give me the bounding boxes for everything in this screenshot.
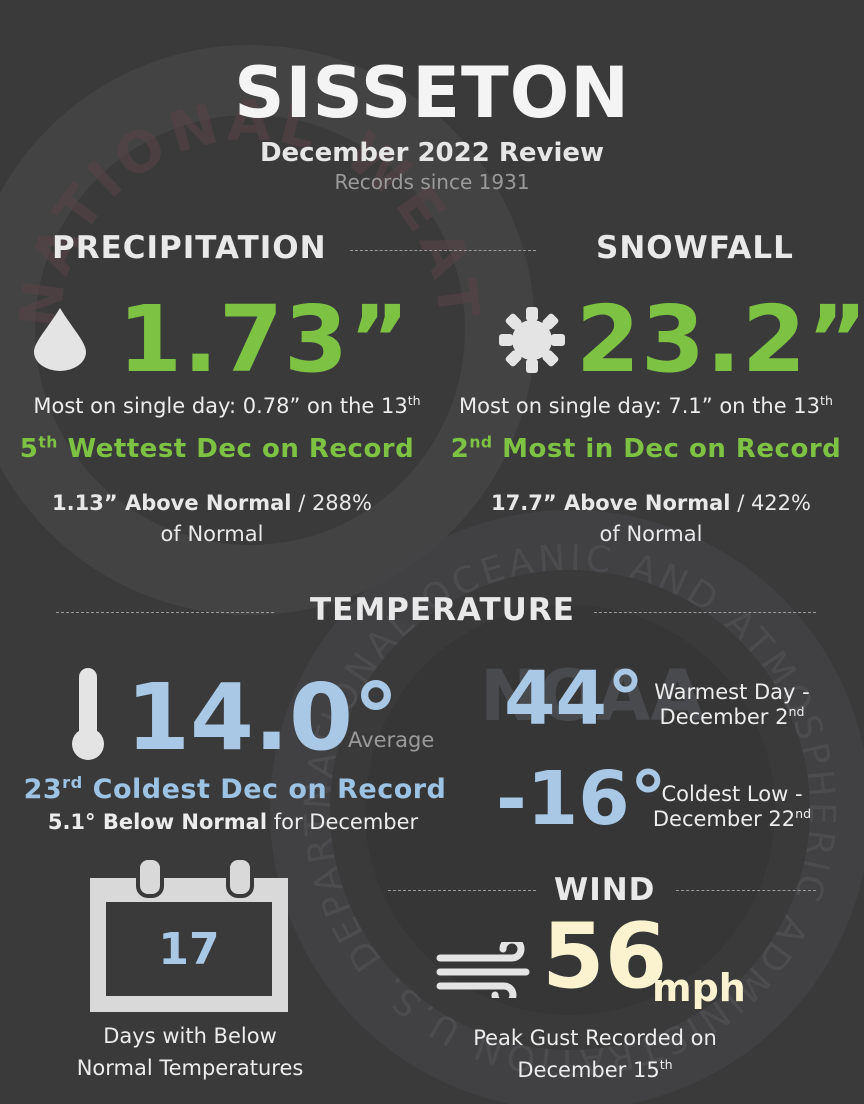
- temperature-below-normal: 5.1° Below Normal for December: [47, 810, 419, 834]
- temperature-heading: TEMPERATURE: [310, 592, 575, 628]
- precipitation-above-normal: 1.13” Above Normal / 288% of Normal: [52, 491, 372, 546]
- snowfall-total: 23.2”: [576, 286, 864, 393]
- average-temperature: 14.0°: [126, 664, 399, 771]
- peak-gust-unit: mph: [652, 966, 746, 1010]
- divider: [676, 890, 816, 891]
- precipitation-rank: 5th Wettest Dec on Record: [19, 433, 415, 464]
- coldest-value: -16°: [496, 756, 667, 842]
- snowfall-single-day: Most on single day: 7.1” on the 13th: [459, 393, 833, 418]
- warmest-value: 44°: [504, 656, 644, 742]
- city-title: SISSETON: [234, 52, 630, 134]
- subtitle: December 2022 Review: [259, 138, 605, 168]
- divider: [594, 612, 816, 613]
- average-label: Average: [348, 728, 435, 752]
- records-since: Records since 1931: [334, 170, 530, 194]
- below-normal-days-label: Days with Below Normal Temperatures: [76, 1024, 304, 1080]
- divider: [350, 250, 536, 251]
- divider: [56, 612, 274, 613]
- wind-heading: WIND: [554, 872, 656, 908]
- below-normal-days-count: 17: [158, 924, 220, 975]
- warmest-label: Warmest Day - December 2nd: [654, 680, 810, 729]
- wind-icon: [436, 942, 530, 998]
- peak-gust-value: 56: [542, 904, 668, 1009]
- snowfall-heading: SNOWFALL: [596, 230, 794, 266]
- calendar-icon: [90, 856, 288, 1012]
- coldest-label: Coldest Low - December 22nd: [652, 782, 812, 831]
- peak-gust-label: Peak Gust Recorded on December 15th: [473, 1026, 717, 1082]
- thermometer-icon: [72, 668, 104, 760]
- snowfall-above-normal: 17.7” Above Normal / 422% of Normal: [491, 491, 811, 546]
- precipitation-total: 1.73”: [118, 286, 411, 393]
- precipitation-single-day: Most on single day: 0.78” on the 13th: [33, 393, 421, 418]
- raindrop-icon: [34, 308, 86, 371]
- temperature-rank: 23rd Coldest Dec on Record: [23, 773, 447, 805]
- snowfall-rank: 2nd Most in Dec on Record: [450, 433, 842, 464]
- divider: [388, 890, 536, 891]
- snowflake-icon: [499, 307, 565, 373]
- precipitation-heading: PRECIPITATION: [52, 230, 327, 266]
